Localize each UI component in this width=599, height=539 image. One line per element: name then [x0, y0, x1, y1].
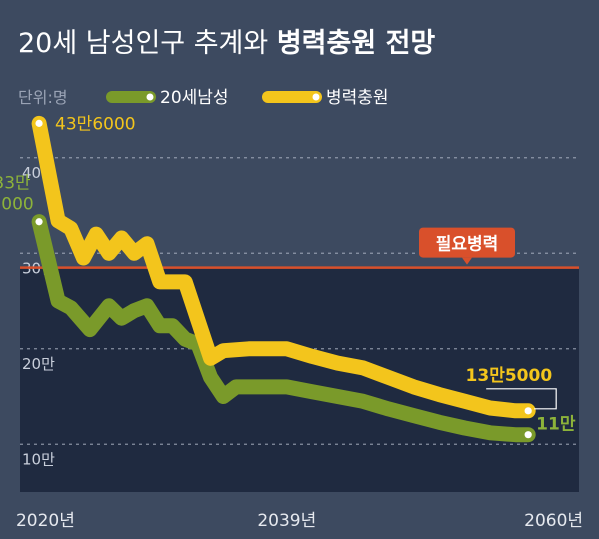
male-start-value-line1: 33만 — [0, 174, 31, 194]
series-line-1 — [31, 115, 536, 419]
end-markers — [35, 119, 532, 439]
legend: 20세남성 병력충원 — [106, 88, 389, 108]
legend-recruit-label: 병력충원 — [326, 88, 389, 108]
x-tick-label: 2039년 — [257, 511, 316, 531]
series-group — [31, 115, 536, 443]
end-point-0 — [524, 431, 532, 439]
required-label-group: 필요병력 — [419, 227, 515, 265]
required-label-text: 필요병력 — [436, 235, 499, 255]
y-tick-label: 20만 — [22, 355, 55, 373]
male-end-value: 11만 — [536, 415, 576, 435]
x-tick-label: 2020년 — [16, 511, 75, 531]
x-tick-label: 2060년 — [524, 511, 583, 531]
x-axis-ticks: 2020년 2039년 2060년 — [16, 511, 583, 531]
chart-title: 20세 남성인구 추계와 병력충원 전망 — [18, 28, 435, 59]
recruit-start-value: 43만6000 — [55, 114, 136, 134]
end-point-1 — [524, 407, 532, 415]
start-point-0 — [35, 218, 43, 226]
series-line-0 — [31, 214, 536, 443]
required-label-pointer — [462, 257, 472, 265]
y-tick-label: 10만 — [22, 450, 55, 468]
required-label-box — [419, 227, 515, 258]
legend-male-marker — [146, 93, 154, 101]
unit-label: 단위:명 — [18, 88, 68, 107]
start-point-1 — [35, 119, 43, 127]
legend-recruit-marker — [312, 93, 320, 101]
recruit-end-value: 13만5000 — [466, 366, 553, 386]
annotations: 33만 3000 43만6000 13만5000 11만 — [0, 114, 576, 434]
legend-male-label: 20세남성 — [160, 88, 229, 108]
recruit-end-leader — [486, 388, 557, 410]
male-start-value-line2: 3000 — [0, 195, 34, 215]
